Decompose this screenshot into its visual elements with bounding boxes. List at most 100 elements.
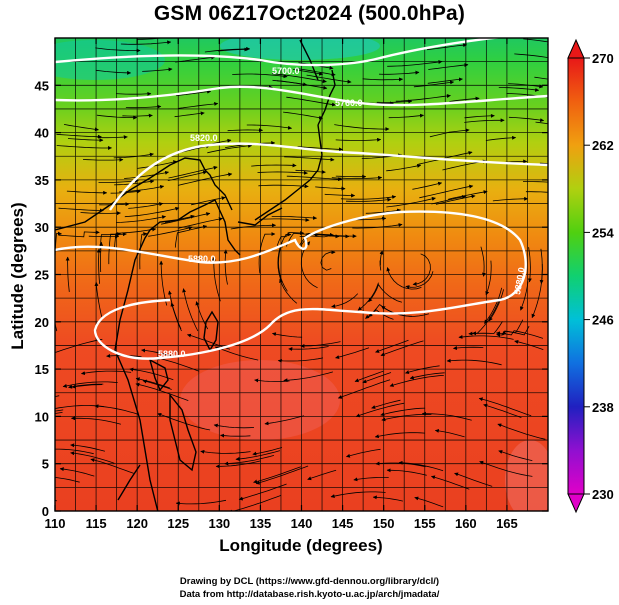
- streamline: [139, 232, 148, 270]
- streamline: [63, 124, 99, 132]
- streamline: [235, 450, 281, 461]
- streamline: [55, 409, 64, 412]
- streamline: [175, 89, 212, 97]
- streamline: [519, 281, 529, 311]
- streamline: [421, 411, 472, 421]
- colorbar-bottom-cap: [567, 493, 585, 514]
- colorbar-top-cap: [567, 38, 585, 59]
- streamline: [115, 91, 152, 96]
- contour-label-5700: 5700.0: [272, 66, 300, 76]
- streamline: [429, 128, 470, 138]
- streamline: [55, 405, 104, 409]
- streamline: [514, 53, 548, 59]
- colorbar-label: 270: [592, 51, 614, 66]
- x-tick-label: 135: [250, 516, 272, 531]
- contour-label-5820: 5820.0: [190, 133, 218, 143]
- streamline: [335, 137, 382, 142]
- streamline: [55, 412, 63, 414]
- streamline: [523, 38, 548, 43]
- streamline: [523, 181, 548, 183]
- streamline: [66, 190, 108, 195]
- streamline: [372, 495, 403, 502]
- grid-lines: [55, 38, 548, 511]
- streamline: [167, 170, 208, 181]
- streamline: [164, 214, 195, 223]
- y-tick-label: 30: [35, 220, 49, 235]
- streamline: [435, 194, 476, 205]
- streamline: [300, 341, 341, 349]
- streamline: [380, 407, 426, 417]
- streamline: [141, 348, 172, 357]
- streamline: [124, 170, 169, 179]
- streamline: [116, 215, 166, 223]
- streamline: [200, 449, 251, 454]
- streamline: [484, 287, 503, 324]
- streamline: [539, 162, 548, 164]
- streamline: [70, 451, 115, 464]
- streamline: [94, 281, 103, 317]
- streamline: [70, 443, 106, 452]
- contour-label-5880-b: 5880.0: [512, 266, 527, 295]
- y-tick-label: 25: [35, 268, 49, 283]
- streamline: [426, 43, 468, 51]
- x-tick-label: 165: [496, 516, 518, 531]
- x-tick-label: 115: [86, 516, 107, 531]
- streamline: [108, 232, 121, 265]
- streamline: [137, 38, 167, 40]
- streamline: [525, 191, 548, 193]
- streamline: [331, 293, 359, 309]
- streamline: [464, 118, 505, 123]
- streamline: [113, 152, 154, 159]
- streamline: [355, 402, 405, 418]
- streamline: [207, 143, 253, 154]
- y-tick-label: 20: [35, 315, 49, 330]
- streamline: [178, 101, 219, 109]
- streamline: [446, 358, 502, 366]
- streamline: [80, 211, 121, 216]
- streamline: [458, 334, 514, 340]
- streamline: [170, 302, 182, 332]
- streamline: [55, 338, 103, 353]
- streamline: [124, 206, 180, 218]
- streamline: [320, 250, 336, 271]
- streamline: [368, 283, 403, 303]
- streamline: [386, 196, 436, 208]
- y-tick-label: 35: [35, 173, 49, 188]
- colorbar-label: 254: [592, 225, 614, 240]
- streamline: [224, 455, 275, 466]
- streamline: [478, 397, 532, 417]
- streamline: [413, 80, 455, 88]
- streamline: [90, 458, 134, 474]
- streamline: [254, 378, 290, 383]
- contour-label-5880-a: 5880.0: [188, 254, 216, 264]
- x-axis-label: Longitude (degrees): [219, 536, 383, 555]
- streamline: [246, 124, 292, 130]
- streamline: [379, 250, 384, 271]
- streamline: [175, 55, 216, 63]
- streamline: [96, 248, 101, 284]
- streamline: [376, 99, 413, 104]
- streamline: [480, 246, 486, 277]
- streamline: [220, 433, 251, 438]
- streamline: [223, 249, 228, 285]
- streamline: [334, 124, 390, 132]
- x-axis: 110 115 120 125 130 135 140 145 150 155 160 165: [45, 38, 518, 531]
- streamline: [419, 184, 474, 199]
- streamline: [232, 73, 288, 79]
- streamline: [449, 96, 480, 102]
- streamline: [485, 135, 517, 141]
- streamline: [272, 332, 303, 338]
- streamline: [375, 339, 409, 353]
- streamline: [259, 217, 310, 222]
- streamline: [357, 282, 379, 311]
- streamline: [55, 448, 94, 455]
- streamline: [531, 263, 543, 319]
- x-tick-label: 140: [291, 516, 313, 531]
- streamline: [353, 477, 389, 482]
- contour-5820: [109, 142, 548, 211]
- streamline: [279, 278, 298, 304]
- streamline: [371, 399, 401, 409]
- y-tick-label: 5: [42, 457, 49, 472]
- streamline: [352, 222, 403, 229]
- colorbar-label: 262: [592, 138, 614, 153]
